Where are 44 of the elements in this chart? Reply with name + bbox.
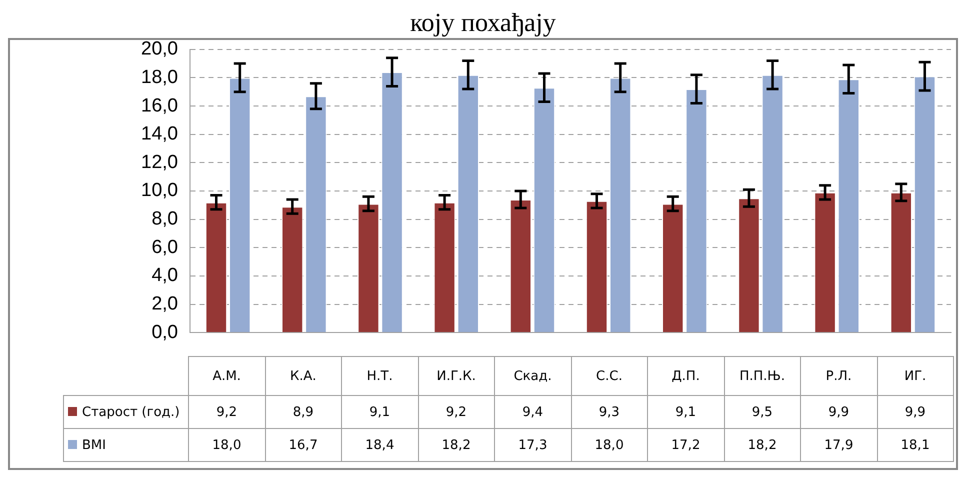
x-tick-label: С.С.: [571, 356, 648, 396]
data-label: 8,9: [265, 396, 342, 428]
data-label: 18,2: [724, 428, 800, 462]
y-tick-label: 20,0: [141, 38, 178, 60]
data-label: 17,3: [494, 428, 571, 462]
x-tick-label: Д.П.: [648, 356, 724, 396]
x-tick-label: И.Г.К.: [418, 356, 494, 396]
x-tick-label: Р.Л.: [800, 356, 877, 396]
data-label: 9,1: [648, 396, 724, 428]
x-tick-label: ИГ.: [877, 356, 954, 396]
y-tick-label: 8,0: [152, 208, 178, 230]
legend-label: Старост (год.): [64, 396, 188, 428]
y-tick-label: 16,0: [141, 95, 178, 116]
x-tick-label: К.А.: [265, 356, 342, 396]
y-tick-label: 10,0: [141, 180, 178, 202]
data-label: 9,3: [571, 396, 648, 428]
data-label: 16,7: [265, 428, 342, 462]
x-tick-label: П.П.Њ.: [724, 356, 800, 396]
data-label: 9,5: [724, 396, 800, 428]
data-label: 9,9: [877, 396, 954, 428]
y-tick-label: 0,0: [152, 322, 178, 343]
legend-label: BMI: [64, 428, 188, 462]
y-tick-label: 14,0: [141, 124, 178, 145]
data-label: 17,2: [648, 428, 724, 462]
data-label: 9,4: [494, 396, 571, 428]
data-label: 18,0: [188, 428, 265, 462]
data-label: 9,2: [188, 396, 265, 428]
x-tick-label: Скад.: [494, 356, 571, 396]
x-tick-label: Н.Т.: [342, 356, 418, 396]
y-tick-label: 12,0: [141, 152, 178, 173]
data-label: 9,1: [342, 396, 418, 428]
data-label: 9,9: [800, 396, 877, 428]
y-tick-label: 18,0: [141, 66, 178, 88]
y-tick-label: 6,0: [152, 236, 178, 258]
data-label: 18,4: [342, 428, 418, 462]
chart-title: коју похађају: [409, 8, 557, 38]
data-label: 17,9: [800, 428, 877, 462]
data-label: 18,1: [877, 428, 954, 462]
data-label: 18,0: [571, 428, 648, 462]
y-tick-label: 2,0: [152, 294, 178, 315]
x-tick-label: А.М.: [188, 356, 265, 396]
y-tick-label: 4,0: [152, 265, 178, 286]
data-label: 18,2: [418, 428, 494, 462]
data-label: 9,2: [418, 396, 494, 428]
